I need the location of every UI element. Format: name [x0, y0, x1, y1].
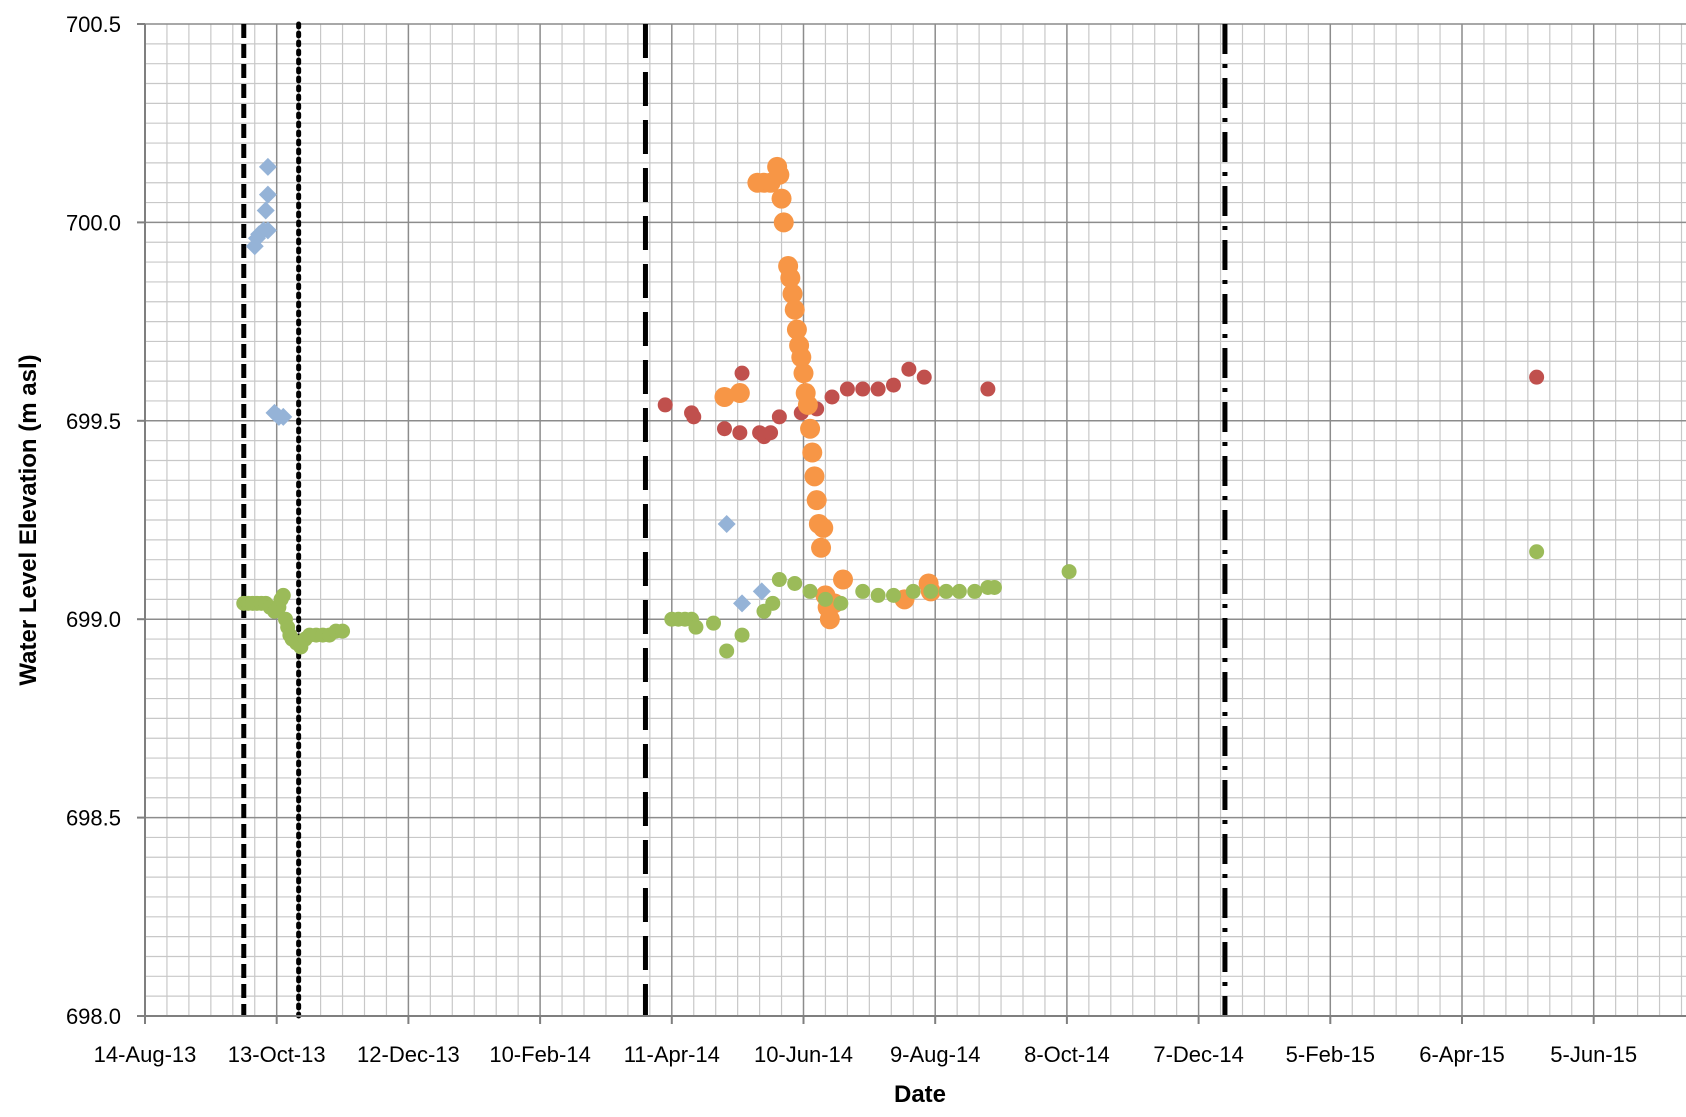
data-point-circle: [734, 627, 750, 643]
data-point-circle: [916, 369, 932, 385]
data-point-circle: [806, 490, 827, 511]
data-point-circle: [793, 363, 814, 384]
data-point-circle: [688, 619, 704, 635]
data-point-circle: [1061, 564, 1077, 580]
minor-gridlines: [145, 24, 1686, 1016]
data-point-circle: [802, 583, 818, 599]
series-2: [657, 361, 1545, 445]
data-point-circle: [811, 537, 832, 558]
data-point-circle: [833, 569, 854, 590]
y-tick-label: 700.0: [66, 210, 121, 235]
x-tick-label: 14-Aug-13: [94, 1042, 197, 1067]
y-tick-label: 699.0: [66, 607, 121, 632]
data-point-circle: [885, 587, 901, 603]
data-point-circle: [833, 595, 849, 611]
data-point-circle: [824, 389, 840, 405]
data-point-circle: [780, 267, 801, 288]
data-point-circle: [951, 583, 967, 599]
data-point-circle: [967, 583, 983, 599]
x-tick-label: 12-Dec-13: [357, 1042, 460, 1067]
data-point-circle: [335, 623, 351, 639]
y-tick-label: 698.5: [66, 806, 121, 831]
data-point-circle: [802, 442, 823, 463]
series-4: [236, 544, 1545, 659]
data-point-circle: [786, 319, 807, 340]
x-tick-label: 10-Jun-14: [754, 1042, 853, 1067]
data-point-circle: [800, 418, 821, 439]
data-point-circle: [819, 609, 840, 630]
data-point-circle: [870, 381, 886, 397]
data-point-circle: [923, 583, 939, 599]
data-point-circle: [706, 615, 722, 631]
data-point-diamond: [717, 514, 736, 533]
data-point-circle: [839, 381, 855, 397]
data-point-circle: [714, 386, 735, 407]
x-tick-labels: 14-Aug-13 13-Oct-13 12-Dec-13 10-Feb-14 11-A…: [94, 1042, 1637, 1067]
y-tick-label: 699.5: [66, 409, 121, 434]
data-point-diamond: [258, 185, 277, 204]
x-tick-label: 8-Oct-14: [1024, 1042, 1110, 1067]
y-tick-label: 698.0: [66, 1004, 121, 1029]
data-points: [236, 156, 1545, 659]
data-point-circle: [771, 572, 787, 588]
data-point-circle: [980, 381, 996, 397]
data-point-circle: [938, 583, 954, 599]
data-point-diamond: [752, 582, 771, 601]
data-point-circle: [784, 299, 805, 320]
x-tick-label: 10-Feb-14: [489, 1042, 591, 1067]
data-point-circle: [773, 212, 794, 233]
y-tick-label: 700.5: [66, 12, 121, 37]
data-point-circle: [791, 347, 812, 368]
data-point-circle: [1529, 369, 1545, 385]
data-point-circle: [719, 643, 735, 659]
data-point-diamond: [245, 237, 264, 256]
data-point-circle: [787, 575, 803, 591]
data-point-circle: [734, 365, 750, 381]
data-point-circle: [885, 377, 901, 393]
data-point-circle: [763, 425, 779, 441]
data-point-circle: [855, 381, 871, 397]
data-point-diamond: [258, 157, 277, 176]
data-point-circle: [804, 466, 825, 487]
data-point-circle: [732, 425, 748, 441]
data-point-circle: [686, 409, 702, 425]
data-point-circle: [771, 188, 792, 209]
data-point-circle: [1529, 544, 1545, 560]
data-point-circle: [870, 587, 886, 603]
x-tick-label: 9-Aug-14: [890, 1042, 981, 1067]
data-point-circle: [986, 579, 1002, 595]
x-tick-label: 13-Oct-13: [228, 1042, 326, 1067]
data-point-circle: [729, 383, 750, 404]
x-tick-label: 6-Apr-15: [1419, 1042, 1505, 1067]
axes: [137, 23, 1686, 1024]
x-tick-label: 7-Dec-14: [1153, 1042, 1243, 1067]
data-point-circle: [716, 421, 732, 437]
data-point-diamond: [274, 407, 293, 426]
data-point-circle: [771, 409, 787, 425]
data-point-diamond: [256, 201, 275, 220]
y-axis-title: Water Level Elevation (m asl): [15, 354, 42, 685]
x-tick-label: 5-Jun-15: [1550, 1042, 1637, 1067]
data-point-circle: [813, 517, 834, 538]
data-point-circle: [765, 595, 781, 611]
data-point-circle: [275, 587, 291, 603]
x-axis-title: Date: [894, 1081, 946, 1108]
y-tick-labels: 698.0 698.5 699.0 699.5 700.0 700.5: [66, 12, 121, 1029]
data-point-diamond: [733, 594, 752, 613]
data-point-circle: [855, 583, 871, 599]
data-point-circle: [769, 164, 790, 185]
series-1: [245, 157, 771, 613]
event-vertical-lines: [241, 21, 1228, 1019]
data-point-circle: [817, 591, 833, 607]
data-point-circle: [901, 361, 917, 377]
data-point-circle: [905, 583, 921, 599]
data-point-circle: [782, 283, 803, 304]
series-3: [714, 156, 941, 630]
data-point-circle: [797, 394, 818, 415]
x-tick-label: 5-Feb-15: [1286, 1042, 1375, 1067]
x-tick-label: 11-Apr-14: [624, 1042, 720, 1067]
data-point-circle: [657, 397, 673, 413]
